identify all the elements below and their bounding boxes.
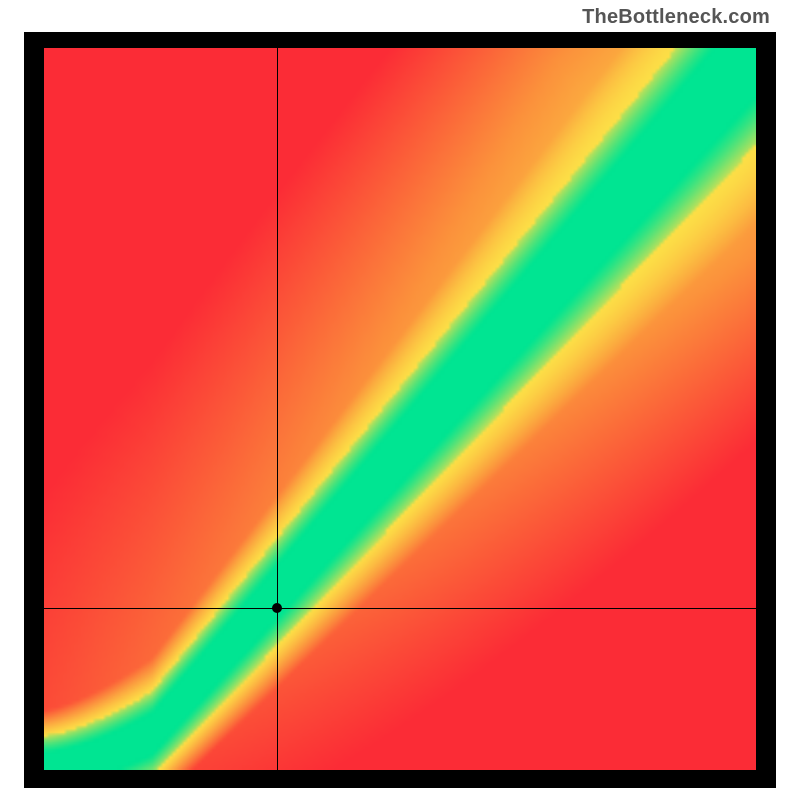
crosshair-vertical: [277, 48, 278, 770]
heatmap-canvas: [44, 48, 756, 770]
crosshair-horizontal: [44, 608, 756, 609]
crosshair-dot: [272, 603, 282, 613]
attribution-text: TheBottleneck.com: [582, 6, 770, 29]
root: TheBottleneck.com: [0, 0, 800, 800]
